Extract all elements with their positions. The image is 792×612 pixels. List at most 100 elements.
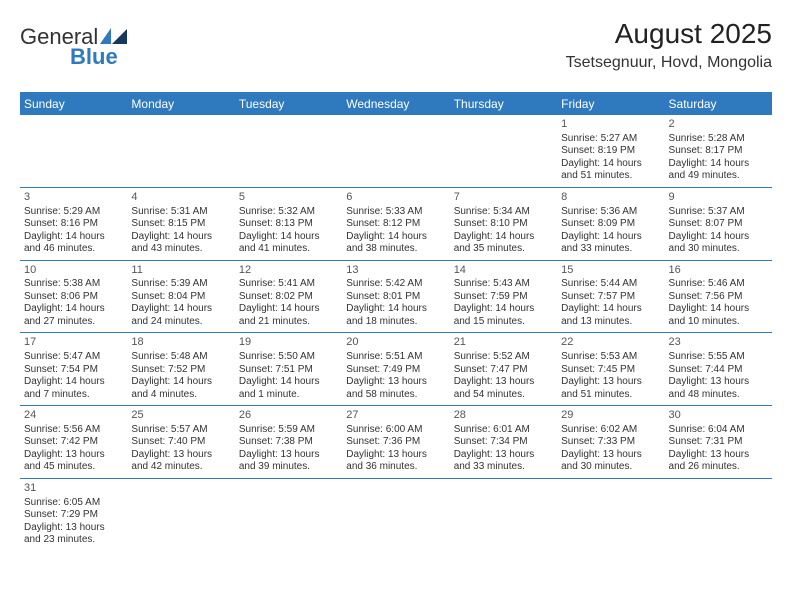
sunrise-text: Sunrise: 5:31 AM bbox=[131, 206, 230, 219]
day-number: 21 bbox=[454, 336, 553, 350]
day-cell: 29Sunrise: 6:02 AMSunset: 7:33 PMDayligh… bbox=[557, 406, 664, 478]
day-cell: 28Sunrise: 6:01 AMSunset: 7:34 PMDayligh… bbox=[450, 406, 557, 478]
week-row: 3Sunrise: 5:29 AMSunset: 8:16 PMDaylight… bbox=[20, 188, 772, 261]
day-cell: 9Sunrise: 5:37 AMSunset: 8:07 PMDaylight… bbox=[665, 188, 772, 260]
daylight-text: and 7 minutes. bbox=[24, 389, 123, 402]
day-number: 13 bbox=[346, 264, 445, 278]
sunrise-text: Sunrise: 5:50 AM bbox=[239, 351, 338, 364]
sunrise-text: Sunrise: 5:47 AM bbox=[24, 351, 123, 364]
daylight-text: and 23 minutes. bbox=[24, 534, 123, 547]
day-number: 24 bbox=[24, 409, 123, 423]
sunset-text: Sunset: 8:02 PM bbox=[239, 291, 338, 304]
day-cell: 8Sunrise: 5:36 AMSunset: 8:09 PMDaylight… bbox=[557, 188, 664, 260]
day-cell: 21Sunrise: 5:52 AMSunset: 7:47 PMDayligh… bbox=[450, 333, 557, 405]
sunrise-text: Sunrise: 5:48 AM bbox=[131, 351, 230, 364]
day-cell: 10Sunrise: 5:38 AMSunset: 8:06 PMDayligh… bbox=[20, 261, 127, 333]
day-cell: 17Sunrise: 5:47 AMSunset: 7:54 PMDayligh… bbox=[20, 333, 127, 405]
daylight-text: Daylight: 13 hours bbox=[346, 449, 445, 462]
empty-cell bbox=[557, 479, 664, 551]
sunset-text: Sunset: 8:09 PM bbox=[561, 218, 660, 231]
brand-part2: Blue bbox=[70, 44, 118, 69]
daylight-text: Daylight: 14 hours bbox=[131, 303, 230, 316]
sunset-text: Sunset: 8:10 PM bbox=[454, 218, 553, 231]
daylight-text: and 39 minutes. bbox=[239, 461, 338, 474]
sunrise-text: Sunrise: 5:51 AM bbox=[346, 351, 445, 364]
sunset-text: Sunset: 7:40 PM bbox=[131, 436, 230, 449]
day-cell: 31Sunrise: 6:05 AMSunset: 7:29 PMDayligh… bbox=[20, 479, 127, 551]
day-number: 26 bbox=[239, 409, 338, 423]
sunset-text: Sunset: 8:12 PM bbox=[346, 218, 445, 231]
sunset-text: Sunset: 7:34 PM bbox=[454, 436, 553, 449]
daylight-text: and 1 minute. bbox=[239, 389, 338, 402]
daylight-text: Daylight: 13 hours bbox=[24, 522, 123, 535]
week-row: 10Sunrise: 5:38 AMSunset: 8:06 PMDayligh… bbox=[20, 261, 772, 334]
day-number: 31 bbox=[24, 482, 123, 496]
day-number: 22 bbox=[561, 336, 660, 350]
sunrise-text: Sunrise: 5:46 AM bbox=[669, 278, 768, 291]
day-number: 29 bbox=[561, 409, 660, 423]
daylight-text: Daylight: 14 hours bbox=[346, 303, 445, 316]
day-cell: 3Sunrise: 5:29 AMSunset: 8:16 PMDaylight… bbox=[20, 188, 127, 260]
daylight-text: and 49 minutes. bbox=[669, 170, 768, 183]
daylight-text: and 36 minutes. bbox=[346, 461, 445, 474]
empty-cell bbox=[127, 479, 234, 551]
daylight-text: and 43 minutes. bbox=[131, 243, 230, 256]
day-cell: 25Sunrise: 5:57 AMSunset: 7:40 PMDayligh… bbox=[127, 406, 234, 478]
daylight-text: Daylight: 14 hours bbox=[454, 303, 553, 316]
day-number: 15 bbox=[561, 264, 660, 278]
day-number: 28 bbox=[454, 409, 553, 423]
daylight-text: Daylight: 14 hours bbox=[239, 231, 338, 244]
day-number: 23 bbox=[669, 336, 768, 350]
day-number: 25 bbox=[131, 409, 230, 423]
daylight-text: Daylight: 14 hours bbox=[454, 231, 553, 244]
sunset-text: Sunset: 8:07 PM bbox=[669, 218, 768, 231]
sunrise-text: Sunrise: 5:38 AM bbox=[24, 278, 123, 291]
sunset-text: Sunset: 7:56 PM bbox=[669, 291, 768, 304]
sunset-text: Sunset: 8:13 PM bbox=[239, 218, 338, 231]
daylight-text: and 48 minutes. bbox=[669, 389, 768, 402]
daylight-text: and 46 minutes. bbox=[24, 243, 123, 256]
daylight-text: Daylight: 14 hours bbox=[561, 303, 660, 316]
day-cell: 4Sunrise: 5:31 AMSunset: 8:15 PMDaylight… bbox=[127, 188, 234, 260]
week-row: 1Sunrise: 5:27 AMSunset: 8:19 PMDaylight… bbox=[20, 115, 772, 188]
dayhead-sat: Saturday bbox=[665, 93, 772, 115]
day-number: 5 bbox=[239, 191, 338, 205]
sunset-text: Sunset: 7:36 PM bbox=[346, 436, 445, 449]
daylight-text: and 4 minutes. bbox=[131, 389, 230, 402]
daylight-text: Daylight: 14 hours bbox=[131, 231, 230, 244]
sunrise-text: Sunrise: 6:04 AM bbox=[669, 424, 768, 437]
day-number: 20 bbox=[346, 336, 445, 350]
daylight-text: and 33 minutes. bbox=[454, 461, 553, 474]
sunset-text: Sunset: 7:38 PM bbox=[239, 436, 338, 449]
daylight-text: Daylight: 14 hours bbox=[239, 376, 338, 389]
daylight-text: Daylight: 14 hours bbox=[239, 303, 338, 316]
daylight-text: and 21 minutes. bbox=[239, 316, 338, 329]
page-title: August 2025 bbox=[566, 18, 772, 50]
day-cell: 2Sunrise: 5:28 AMSunset: 8:17 PMDaylight… bbox=[665, 115, 772, 187]
dayhead-mon: Monday bbox=[127, 93, 234, 115]
sunrise-text: Sunrise: 5:27 AM bbox=[561, 133, 660, 146]
day-cell: 24Sunrise: 5:56 AMSunset: 7:42 PMDayligh… bbox=[20, 406, 127, 478]
sunrise-text: Sunrise: 5:53 AM bbox=[561, 351, 660, 364]
day-number: 4 bbox=[131, 191, 230, 205]
daylight-text: Daylight: 14 hours bbox=[561, 231, 660, 244]
day-cell: 14Sunrise: 5:43 AMSunset: 7:59 PMDayligh… bbox=[450, 261, 557, 333]
title-block: August 2025 Tsetsegnuur, Hovd, Mongolia bbox=[566, 18, 772, 72]
empty-cell bbox=[450, 115, 557, 187]
day-cell: 1Sunrise: 5:27 AMSunset: 8:19 PMDaylight… bbox=[557, 115, 664, 187]
daylight-text: Daylight: 14 hours bbox=[24, 231, 123, 244]
daylight-text: Daylight: 14 hours bbox=[669, 303, 768, 316]
day-number: 17 bbox=[24, 336, 123, 350]
daylight-text: Daylight: 13 hours bbox=[669, 376, 768, 389]
sunset-text: Sunset: 7:52 PM bbox=[131, 364, 230, 377]
sunrise-text: Sunrise: 5:59 AM bbox=[239, 424, 338, 437]
daylight-text: Daylight: 14 hours bbox=[561, 158, 660, 171]
daylight-text: Daylight: 13 hours bbox=[669, 449, 768, 462]
day-cell: 6Sunrise: 5:33 AMSunset: 8:12 PMDaylight… bbox=[342, 188, 449, 260]
daylight-text: and 13 minutes. bbox=[561, 316, 660, 329]
sunset-text: Sunset: 7:57 PM bbox=[561, 291, 660, 304]
empty-cell bbox=[235, 115, 342, 187]
day-cell: 16Sunrise: 5:46 AMSunset: 7:56 PMDayligh… bbox=[665, 261, 772, 333]
sunrise-text: Sunrise: 5:56 AM bbox=[24, 424, 123, 437]
sunrise-text: Sunrise: 5:32 AM bbox=[239, 206, 338, 219]
